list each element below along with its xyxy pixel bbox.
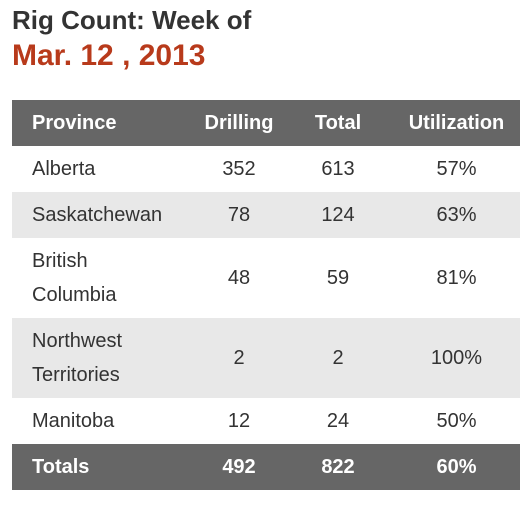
province-cell: British Columbia [32,250,117,306]
value-cell: 48 [227,267,251,289]
value-cell: 57% [436,158,477,180]
value-cell: 50% [436,410,477,432]
table-row: Alberta 352 613 57% [12,146,520,192]
date: Mar. 12 , 2013 [12,39,206,72]
table-body: Alberta 352 613 57% Saskatchewan 78 124 63% Brit… [12,146,520,444]
value-cell: 352 [222,158,256,180]
table-row: British Columbia 48 59 81% [12,238,520,318]
table-row: Manitoba 12 24 50% [12,398,520,444]
table-header: Province Drilling Total Utilization [12,100,520,146]
value-cell: 2 [332,347,344,369]
column-header: Drilling [204,111,274,134]
value-cell: 59 [326,267,350,289]
totals-cell: 492 [222,455,256,478]
province-cell: Saskatchewan [32,204,163,226]
value-cell: 63% [436,204,477,226]
value-cell: 124 [321,204,355,226]
header-row: Province Drilling Total Utilization [12,100,520,146]
title: Rig Count: Week of [12,5,252,35]
totals-cell: 822 [321,455,355,478]
totals-label: Totals [32,455,90,478]
province-cell: Northwest Territories [32,330,123,386]
column-header: Utilization [408,111,505,134]
province-cell: Alberta [32,158,96,180]
totals-cell: 60% [436,455,477,478]
value-cell: 12 [227,410,251,432]
column-header: Total [314,111,362,134]
table-row: Northwest Territories 2 2 100% [12,318,520,398]
value-cell: 100% [430,347,483,369]
column-header: Province [32,111,117,134]
value-cell: 613 [321,158,355,180]
rig-table: Province Drilling Total Utilization Alberta… [12,100,520,490]
value-cell: 78 [227,204,251,226]
table-row: Saskatchewan 78 124 63% [12,192,520,238]
value-cell: 81% [436,267,477,289]
province-cell: Manitoba [32,410,115,432]
value-cell: 2 [233,347,245,369]
totals-row: Totals 492 822 60% [12,444,520,490]
value-cell: 24 [326,410,350,432]
table-footer: Totals 492 822 60% [12,444,520,490]
